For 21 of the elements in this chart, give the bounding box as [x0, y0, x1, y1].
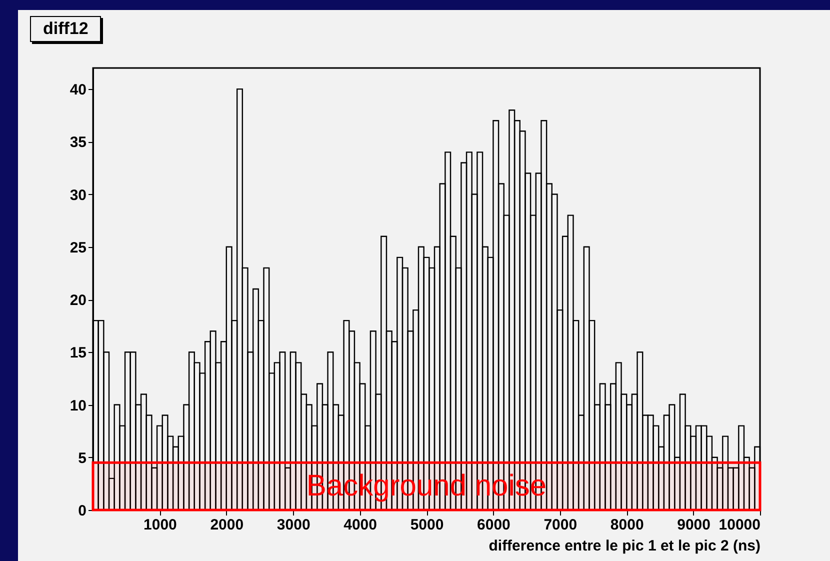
- chart-title: diff12: [30, 16, 102, 42]
- y-tick-label: 5: [78, 450, 86, 467]
- y-tick-label: 35: [70, 134, 86, 152]
- y-tick-label: 0: [78, 502, 86, 520]
- y-tick-label: 15: [70, 344, 86, 362]
- x-tick-label: 2000: [210, 516, 244, 534]
- y-tick-label: 20: [70, 292, 86, 310]
- x-tick-label: 6000: [477, 516, 510, 534]
- x-tick-label: 3000: [276, 516, 310, 534]
- y-tick-label: 40: [70, 82, 86, 99]
- y-tick-label: 30: [70, 186, 86, 204]
- x-tick-label: 1000: [144, 516, 177, 534]
- x-tick-label: 4000: [344, 516, 377, 534]
- x-axis-title: difference entre le pic 1 et le pic 2 (ns): [488, 538, 760, 554]
- x-tick-label: 10000: [718, 516, 760, 534]
- x-tick-label: 9000: [677, 516, 710, 534]
- y-tick-label: 10: [70, 397, 86, 414]
- x-tick-label: 5000: [410, 516, 444, 534]
- x-tick-label: 7000: [544, 516, 578, 534]
- y-tick-label: 25: [70, 239, 86, 256]
- x-tick-label: 8000: [610, 516, 644, 534]
